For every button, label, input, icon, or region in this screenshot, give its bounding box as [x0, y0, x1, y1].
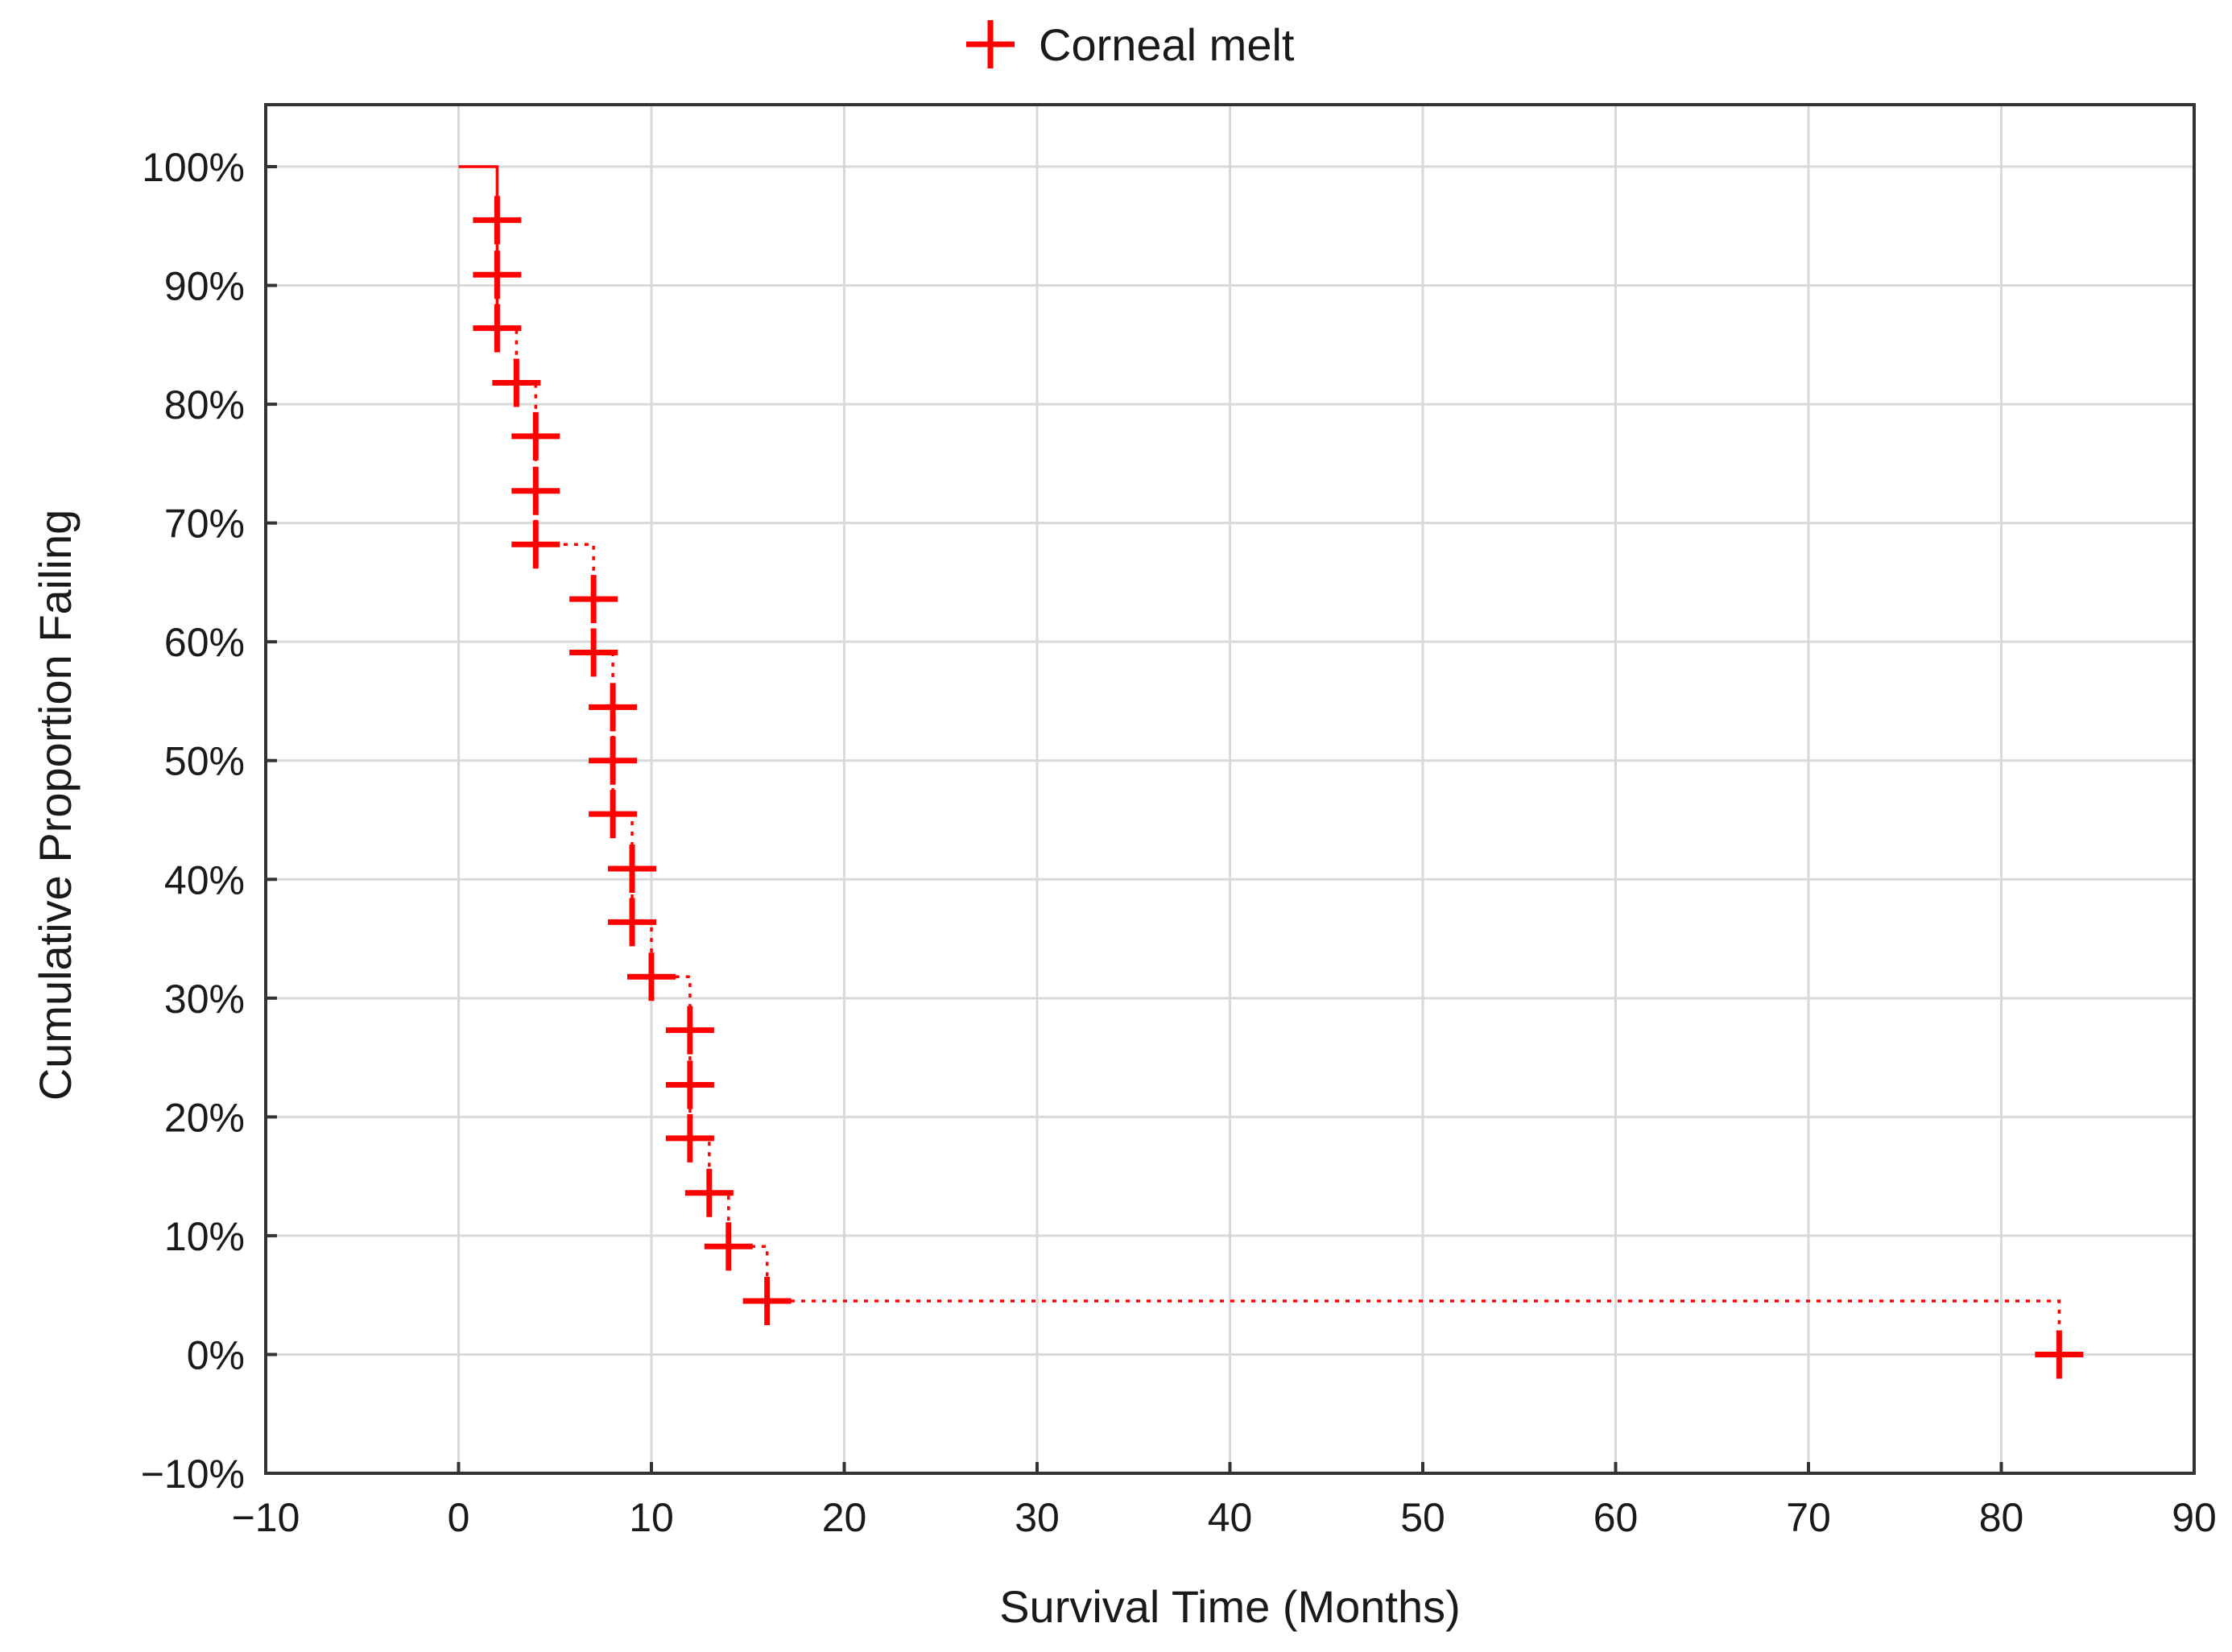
gridlines: [266, 105, 2194, 1473]
series-markers-corneal-melt: [473, 196, 2084, 1379]
marker-cross: [627, 952, 676, 1002]
x-tick-label: 60: [1593, 1495, 1639, 1540]
y-tick-label: 50%: [164, 739, 245, 784]
marker-cross: [704, 1222, 753, 1271]
marker-cross: [665, 1060, 714, 1109]
y-axis-title: Cumulative Proportion Failing: [30, 510, 81, 1101]
marker-cross: [569, 575, 618, 624]
y-tick-label: 90%: [164, 264, 245, 309]
x-tick-label: 20: [822, 1495, 867, 1540]
marker-cross: [473, 196, 522, 245]
y-tick-label: 30%: [164, 977, 245, 1022]
x-tick-label: 40: [1208, 1495, 1253, 1540]
marker-cross: [665, 1006, 714, 1055]
legend: Corneal melt: [966, 19, 1295, 70]
marker-cross: [492, 358, 541, 407]
y-tick-label: 10%: [164, 1214, 245, 1259]
x-tick-label: 50: [1400, 1495, 1445, 1540]
marker-cross: [511, 466, 560, 515]
y-tick-label: 80%: [164, 382, 245, 427]
marker-cross: [665, 1113, 714, 1163]
marker-cross: [684, 1168, 734, 1217]
marker-cross: [473, 250, 522, 299]
x-axis: −10 0 10 20 30 40 50 60 70 80 90: [232, 1462, 2217, 1540]
marker-cross: [511, 520, 560, 569]
marker-cross: [742, 1277, 792, 1326]
x-tick-label: 90: [2172, 1495, 2217, 1540]
step-line-solid: [458, 165, 499, 328]
step-line-dotted: [497, 326, 2061, 1355]
x-tick-label: 80: [1979, 1495, 2024, 1540]
y-tick-label: 100%: [142, 145, 245, 190]
legend-marker-corneal-melt: [966, 20, 1015, 68]
y-tick-label: 40%: [164, 857, 245, 902]
y-tick-label: 70%: [164, 502, 245, 547]
x-tick-label: 30: [1015, 1495, 1060, 1540]
marker-cross: [589, 790, 638, 839]
marker-cross: [511, 411, 560, 460]
x-tick-label: −10: [232, 1495, 300, 1540]
y-tick-label: 20%: [164, 1095, 245, 1140]
x-axis-title: Survival Time (Months): [999, 1581, 1461, 1632]
marker-cross: [589, 683, 638, 732]
marker-cross: [473, 304, 522, 353]
y-tick-label: 0%: [187, 1332, 245, 1377]
y-tick-label: 60%: [164, 620, 245, 665]
y-axis: −10% 0% 10% 20% 30% 40% 50% 60% 70% 80% 90% 100%: [141, 145, 277, 1497]
marker-cross: [589, 736, 638, 785]
marker-cross: [608, 898, 657, 947]
marker-cross: [569, 628, 618, 677]
x-tick-label: 70: [1786, 1495, 1831, 1540]
legend-label-corneal-melt: Corneal melt: [1039, 19, 1295, 70]
x-tick-label: 0: [448, 1495, 470, 1540]
marker-cross: [608, 844, 657, 893]
y-tick-label: −10%: [141, 1452, 245, 1497]
marker-cross: [2035, 1330, 2084, 1379]
x-tick-label: 10: [629, 1495, 674, 1540]
